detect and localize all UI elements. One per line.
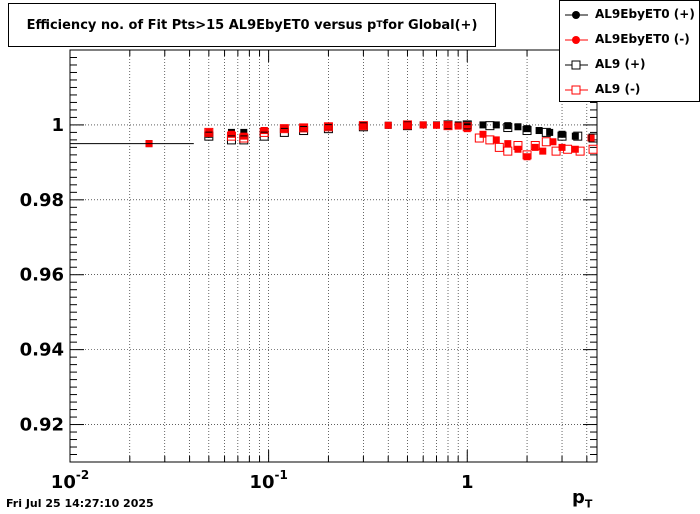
data-point bbox=[588, 144, 598, 154]
legend-label: AL9EbyET0 (+) bbox=[595, 7, 695, 21]
chart-title: Efficiency no. of Fit Pts>15 AL9EbyET0 v… bbox=[8, 3, 496, 47]
data-point bbox=[558, 130, 566, 138]
data-point bbox=[557, 131, 567, 141]
data-point bbox=[300, 124, 308, 132]
data-point bbox=[571, 145, 579, 153]
data-point bbox=[523, 153, 531, 161]
data-point bbox=[384, 121, 392, 129]
data-point bbox=[513, 141, 523, 151]
data-point bbox=[204, 127, 214, 137]
legend-item-1: AL9EbyET0 (+) bbox=[560, 2, 700, 27]
legend-label: AL9 (-) bbox=[595, 82, 641, 96]
data-point bbox=[485, 121, 495, 131]
data-point bbox=[227, 130, 235, 138]
data-point bbox=[531, 143, 539, 151]
data-point bbox=[551, 146, 561, 156]
legend: AL9EbyET0 (+) AL9EbyET0 (-) AL9 (+) AL9 … bbox=[559, 0, 700, 102]
series-4 bbox=[204, 120, 598, 160]
y-tick-label: 0.98 bbox=[20, 190, 64, 211]
data-point bbox=[260, 127, 268, 135]
x-tick-label: 10-1 bbox=[249, 468, 287, 493]
data-point bbox=[503, 123, 513, 133]
data-point bbox=[485, 135, 495, 145]
data-point bbox=[432, 121, 440, 129]
filled-circle-marker-icon bbox=[565, 36, 588, 44]
legend-item-3: AL9 (+) bbox=[560, 52, 700, 77]
data-point bbox=[541, 137, 551, 147]
y-tick-label: 0.94 bbox=[20, 340, 64, 361]
y-tick-label: 0.92 bbox=[20, 415, 64, 436]
timestamp: Fri Jul 25 14:27:10 2025 bbox=[6, 497, 154, 510]
data-point bbox=[514, 123, 522, 131]
x-tick-labels: 10-2 10-1 1 bbox=[51, 468, 474, 493]
title-main: Efficiency no. of Fit Pts>15 AL9EbyET0 v… bbox=[26, 17, 377, 33]
data-point bbox=[443, 121, 453, 131]
data-point bbox=[403, 121, 411, 129]
legend-item-2: AL9EbyET0 (-) bbox=[560, 27, 700, 52]
data-point bbox=[503, 146, 513, 156]
filled-circle-marker-icon bbox=[565, 11, 588, 19]
data-marks bbox=[70, 120, 598, 161]
data-point bbox=[539, 147, 547, 155]
x-axis-subscript: T bbox=[584, 497, 593, 511]
data-point bbox=[523, 125, 531, 133]
data-point bbox=[359, 122, 367, 130]
data-point bbox=[323, 122, 333, 132]
legend-item-4: AL9 (-) bbox=[560, 77, 700, 102]
data-point bbox=[541, 127, 551, 137]
data-point bbox=[522, 150, 532, 160]
x-tick-label: 10-2 bbox=[51, 468, 89, 493]
data-point bbox=[474, 133, 484, 143]
data-point bbox=[558, 143, 566, 151]
data-point bbox=[588, 133, 598, 143]
grid-lines bbox=[70, 50, 597, 462]
data-point bbox=[575, 146, 585, 156]
data-point bbox=[462, 122, 472, 132]
data-point bbox=[444, 122, 452, 130]
open-square-marker-icon bbox=[565, 60, 588, 70]
data-point bbox=[240, 128, 248, 136]
data-point bbox=[324, 122, 332, 130]
data-point bbox=[358, 121, 368, 131]
x-axis-title: pT bbox=[572, 487, 592, 511]
data-point bbox=[587, 134, 595, 142]
data-point bbox=[522, 126, 532, 136]
data-point bbox=[504, 122, 512, 130]
data-point bbox=[299, 123, 309, 133]
data-point bbox=[226, 131, 236, 141]
title-tail: for Global(+) bbox=[382, 17, 478, 33]
y-tick-label: 1 bbox=[51, 115, 64, 136]
data-point bbox=[492, 121, 500, 129]
data-point bbox=[530, 141, 540, 151]
data-point bbox=[454, 122, 462, 130]
y-tick-labels: 0.92 0.94 0.96 0.98 1 bbox=[20, 115, 64, 436]
data-point bbox=[463, 121, 471, 129]
plot-frame bbox=[69, 49, 598, 463]
data-point bbox=[546, 128, 554, 136]
data-point bbox=[419, 121, 427, 129]
x-axis-label: p bbox=[572, 487, 585, 508]
legend-label: AL9 (+) bbox=[595, 57, 646, 71]
data-point bbox=[479, 121, 487, 129]
x-tick-label: 1 bbox=[461, 472, 474, 493]
title-subscript: T bbox=[376, 20, 383, 30]
data-point bbox=[549, 138, 557, 146]
legend-label: AL9EbyET0 (-) bbox=[595, 32, 690, 46]
open-square-marker-icon bbox=[565, 85, 588, 95]
data-point bbox=[279, 124, 289, 134]
data-point bbox=[573, 131, 583, 141]
data-point bbox=[535, 127, 543, 135]
data-point bbox=[563, 144, 573, 154]
data-point bbox=[259, 127, 269, 137]
data-point bbox=[239, 133, 249, 143]
data-point bbox=[402, 120, 412, 130]
data-point bbox=[492, 136, 500, 144]
data-point bbox=[504, 140, 512, 148]
data-point bbox=[571, 132, 579, 140]
y-tick-label: 0.96 bbox=[20, 265, 64, 286]
